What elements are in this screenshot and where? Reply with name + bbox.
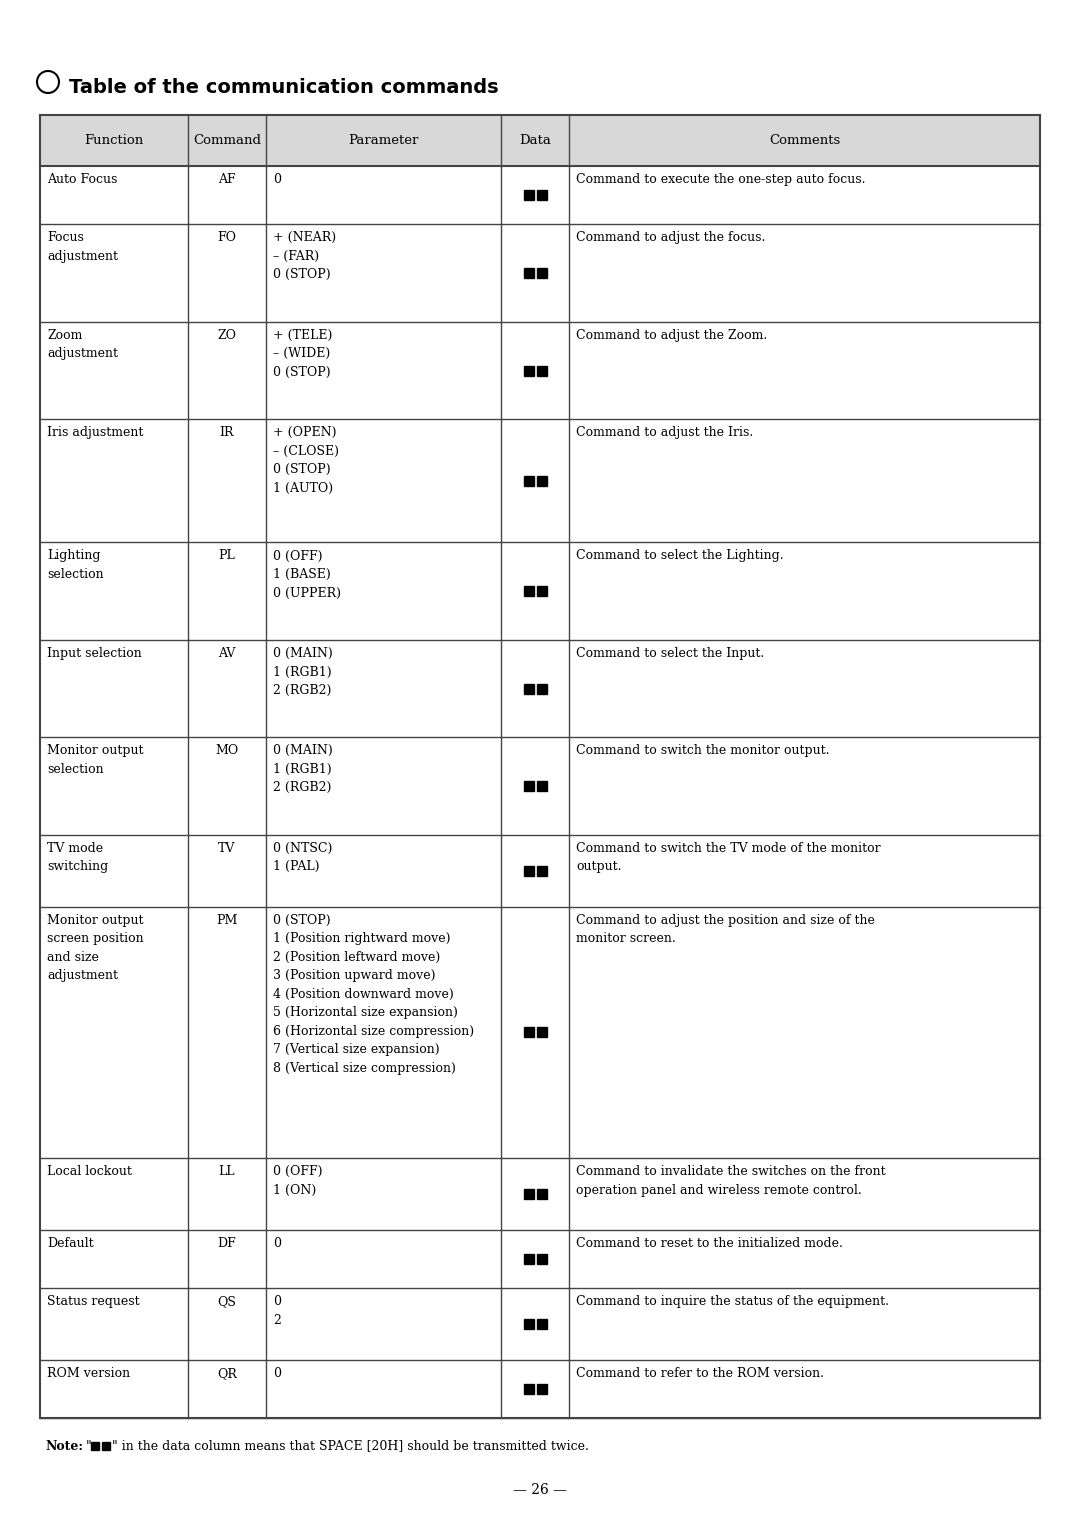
Text: + (NEAR)
– (FAR)
0 (STOP): + (NEAR) – (FAR) 0 (STOP) <box>273 231 336 281</box>
Bar <box>537 475 546 486</box>
Text: Note:: Note: <box>45 1439 83 1453</box>
Bar <box>537 683 546 694</box>
Bar <box>537 587 546 596</box>
Text: MO: MO <box>215 744 239 758</box>
Bar <box>524 269 534 278</box>
Text: Iris adjustment: Iris adjustment <box>48 426 144 440</box>
Text: " in the data column means that SPACE [20H] should be transmitted twice.: " in the data column means that SPACE [2… <box>112 1439 590 1453</box>
Text: ROM version: ROM version <box>48 1368 130 1380</box>
Text: TV: TV <box>218 842 235 854</box>
Text: Input selection: Input selection <box>48 646 141 660</box>
Text: 0 (NTSC)
1 (PAL): 0 (NTSC) 1 (PAL) <box>273 842 333 874</box>
Text: AF: AF <box>218 173 235 186</box>
Text: Command to select the Lighting.: Command to select the Lighting. <box>576 550 784 562</box>
Text: Auto Focus: Auto Focus <box>48 173 118 186</box>
Bar <box>524 781 534 792</box>
Text: ZO: ZO <box>217 329 237 342</box>
Text: Data: Data <box>519 134 551 147</box>
Text: Command to adjust the focus.: Command to adjust the focus. <box>576 231 766 244</box>
Text: Default: Default <box>48 1236 94 1250</box>
Text: Parameter: Parameter <box>349 134 419 147</box>
Text: Command to switch the monitor output.: Command to switch the monitor output. <box>576 744 829 758</box>
Bar <box>524 1319 534 1329</box>
Bar <box>91 1442 99 1450</box>
Bar <box>537 1384 546 1394</box>
Text: Command to adjust the position and size of the
monitor screen.: Command to adjust the position and size … <box>576 914 875 946</box>
Bar <box>524 1027 534 1038</box>
Text: 0 (STOP)
1 (Position rightward move)
2 (Position leftward move)
3 (Position upwa: 0 (STOP) 1 (Position rightward move) 2 (… <box>273 914 474 1074</box>
Text: + (OPEN)
– (CLOSE)
0 (STOP)
1 (AUTO): + (OPEN) – (CLOSE) 0 (STOP) 1 (AUTO) <box>273 426 339 495</box>
Text: AV: AV <box>218 646 235 660</box>
Bar <box>524 683 534 694</box>
Bar <box>524 1384 534 1394</box>
Text: Monitor output
screen position
and size
adjustment: Monitor output screen position and size … <box>48 914 144 983</box>
Text: Comments: Comments <box>769 134 840 147</box>
Text: Command: Command <box>193 134 261 147</box>
Text: Command to select the Input.: Command to select the Input. <box>576 646 765 660</box>
Text: 0
2: 0 2 <box>273 1296 281 1326</box>
Text: 0: 0 <box>273 1236 281 1250</box>
Text: Function: Function <box>84 134 144 147</box>
Text: Command to execute the one-step auto focus.: Command to execute the one-step auto foc… <box>576 173 865 186</box>
Bar <box>524 866 534 876</box>
Bar <box>537 1189 546 1199</box>
Bar <box>537 1319 546 1329</box>
Bar <box>40 115 1040 167</box>
Bar <box>537 191 546 200</box>
Bar <box>524 191 534 200</box>
Bar <box>524 587 534 596</box>
Bar <box>524 1189 534 1199</box>
Text: PL: PL <box>218 550 235 562</box>
Bar <box>537 781 546 792</box>
Text: QR: QR <box>217 1368 237 1380</box>
Text: Command to inquire the status of the equipment.: Command to inquire the status of the equ… <box>576 1296 889 1308</box>
Bar <box>537 866 546 876</box>
Bar <box>537 365 546 376</box>
Bar <box>102 1442 109 1450</box>
Text: Command to adjust the Iris.: Command to adjust the Iris. <box>576 426 753 440</box>
Text: Lighting
selection: Lighting selection <box>48 550 104 581</box>
Text: — 26 —: — 26 — <box>513 1484 567 1497</box>
Text: Command to switch the TV mode of the monitor
output.: Command to switch the TV mode of the mon… <box>576 842 880 874</box>
Text: Table of the communication commands: Table of the communication commands <box>69 78 499 96</box>
Bar <box>524 475 534 486</box>
Text: Focus
adjustment: Focus adjustment <box>48 231 118 263</box>
Bar <box>537 1027 546 1038</box>
Bar <box>524 365 534 376</box>
Text: 0 (MAIN)
1 (RGB1)
2 (RGB2): 0 (MAIN) 1 (RGB1) 2 (RGB2) <box>273 744 333 795</box>
Text: + (TELE)
– (WIDE)
0 (STOP): + (TELE) – (WIDE) 0 (STOP) <box>273 329 333 379</box>
Text: ": " <box>86 1439 92 1453</box>
Text: Command to reset to the initialized mode.: Command to reset to the initialized mode… <box>576 1236 842 1250</box>
Text: QS: QS <box>217 1296 237 1308</box>
Text: 0: 0 <box>273 1368 281 1380</box>
Text: 0 (MAIN)
1 (RGB1)
2 (RGB2): 0 (MAIN) 1 (RGB1) 2 (RGB2) <box>273 646 333 697</box>
Text: IR: IR <box>219 426 234 440</box>
Text: Monitor output
selection: Monitor output selection <box>48 744 144 776</box>
Text: 0 (OFF)
1 (BASE)
0 (UPPER): 0 (OFF) 1 (BASE) 0 (UPPER) <box>273 550 341 599</box>
Text: Command to invalidate the switches on the front
operation panel and wireless rem: Command to invalidate the switches on th… <box>576 1164 886 1196</box>
Text: DF: DF <box>218 1236 237 1250</box>
Bar <box>537 269 546 278</box>
Text: LL: LL <box>219 1164 235 1178</box>
Bar <box>537 1254 546 1264</box>
Text: Command to refer to the ROM version.: Command to refer to the ROM version. <box>576 1368 824 1380</box>
Text: PM: PM <box>216 914 238 926</box>
Text: 0: 0 <box>273 173 281 186</box>
Bar <box>524 1254 534 1264</box>
Text: 0 (OFF)
1 (ON): 0 (OFF) 1 (ON) <box>273 1164 323 1196</box>
Text: Local lockout: Local lockout <box>48 1164 132 1178</box>
Text: FO: FO <box>217 231 237 244</box>
Text: TV mode
switching: TV mode switching <box>48 842 108 874</box>
Circle shape <box>37 70 59 93</box>
Text: Command to adjust the Zoom.: Command to adjust the Zoom. <box>576 329 767 342</box>
Text: Status request: Status request <box>48 1296 139 1308</box>
Text: Zoom
adjustment: Zoom adjustment <box>48 329 118 361</box>
